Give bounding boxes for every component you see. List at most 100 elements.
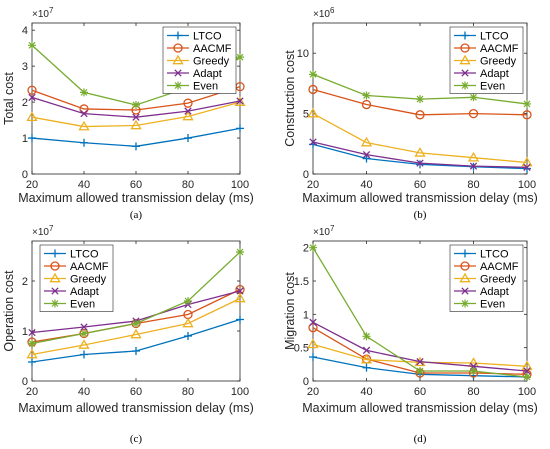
y-tick-label: 1	[22, 133, 28, 145]
panel-caption: (a)	[130, 209, 143, 221]
series-ltco	[28, 315, 244, 366]
legend-marker	[51, 287, 59, 295]
y-tick-label: 0	[303, 376, 309, 388]
series-line	[31, 101, 241, 128]
chart-panel-a: 20 40 60 80 100 0 1 2 3 4 ×107 Maximum allowed tran…	[2, 6, 254, 221]
legend-label: Even	[193, 81, 218, 93]
data-point	[184, 107, 192, 115]
legend-label: Adapt	[193, 68, 222, 80]
y-tick-label: 1	[22, 326, 28, 338]
legend-label: AACMF	[193, 43, 232, 55]
data-point	[80, 138, 88, 147]
panel-caption: (d)	[414, 433, 427, 445]
legend-marker	[459, 54, 471, 65]
axis-multiplier: ×107	[32, 224, 54, 238]
x-tick-label: 20	[26, 179, 38, 191]
x-tick-label: 60	[414, 386, 426, 398]
data-point	[362, 332, 371, 341]
x-tick-label: 60	[414, 179, 426, 191]
data-point	[309, 243, 317, 252]
legend-marker	[174, 69, 182, 77]
data-point	[236, 97, 244, 105]
x-tick-label: 20	[26, 386, 38, 398]
legend-marker	[174, 31, 182, 40]
data-point	[132, 100, 140, 109]
legend-label: AACMF	[480, 43, 519, 55]
series-aacmf	[308, 84, 532, 120]
x-tick-label: 20	[307, 386, 319, 398]
legend-item: Adapt	[454, 68, 509, 80]
legend-item: Adapt	[44, 286, 99, 298]
x-tick-label: 20	[307, 179, 319, 191]
data-point	[416, 358, 424, 366]
x-tick-label: 40	[78, 179, 90, 191]
data-point	[132, 113, 140, 121]
data-point	[28, 358, 36, 366]
data-point	[184, 297, 192, 305]
y-tick-label: 0	[303, 169, 309, 181]
legend-label: Even	[70, 299, 95, 311]
data-point	[362, 151, 371, 159]
data-point	[309, 318, 317, 326]
data-point	[307, 338, 319, 349]
legend-label: Even	[480, 299, 505, 311]
legend-marker	[460, 43, 470, 53]
panel-caption: (b)	[414, 209, 427, 221]
data-point	[80, 88, 88, 97]
legend-item: Even	[454, 81, 505, 93]
data-point	[416, 160, 424, 169]
data-point	[236, 124, 244, 133]
data-point	[362, 154, 371, 163]
x-tick-label: 60	[130, 179, 142, 191]
data-point	[521, 156, 533, 167]
legend-marker	[461, 69, 469, 77]
y-tick-label: 0	[22, 169, 28, 181]
data-point	[469, 367, 478, 375]
x-tick-label: 40	[360, 179, 372, 191]
data-point	[521, 360, 533, 371]
data-point	[469, 162, 478, 170]
data-point	[28, 41, 36, 50]
y-tick-label: 1.5	[294, 276, 309, 288]
x-tick-label: 80	[467, 386, 479, 398]
series-adapt	[28, 93, 244, 121]
data-point	[78, 120, 90, 131]
data-point	[236, 53, 244, 62]
legend-item: LTCO	[44, 249, 99, 261]
legend-item: Greedy	[454, 54, 517, 68]
y-tick-label: 1	[303, 309, 309, 321]
series-greedy	[26, 292, 246, 359]
data-point	[78, 339, 90, 349]
legend-marker	[173, 43, 183, 53]
legend-item: Greedy	[454, 272, 517, 286]
legend-marker	[172, 54, 184, 65]
x-tick-label: 100	[231, 179, 249, 191]
data-point	[132, 319, 140, 328]
data-point	[308, 84, 318, 95]
data-point	[182, 110, 194, 121]
chart-panel-d: 20 40 60 80 100 0 0.5 1 1.5 2 ×107 Maximum allowed …	[283, 224, 538, 445]
data-point	[469, 93, 478, 102]
y-tick-label: 0	[22, 376, 28, 388]
legend-label: Greedy	[70, 274, 107, 286]
data-point	[361, 99, 372, 110]
y-tick-label: 3	[22, 61, 28, 73]
data-point	[130, 119, 142, 130]
y-tick-label: 2	[22, 276, 28, 288]
legend-item: Greedy	[167, 54, 230, 68]
x-axis-label: Maximum allowed transmission delay (ms)	[18, 401, 253, 415]
x-tick-label: 40	[360, 386, 372, 398]
series-line	[31, 297, 241, 356]
data-point	[28, 339, 36, 348]
legend-label: AACMF	[480, 261, 519, 273]
legend-item: Even	[167, 81, 218, 93]
axis-multiplier: ×107	[313, 224, 335, 238]
y-tick-label: 4	[22, 25, 28, 37]
legend-item: AACMF	[167, 43, 232, 55]
data-point	[234, 292, 246, 303]
legend-label: Adapt	[70, 286, 99, 298]
y-axis-label: Construction cost	[283, 50, 297, 147]
